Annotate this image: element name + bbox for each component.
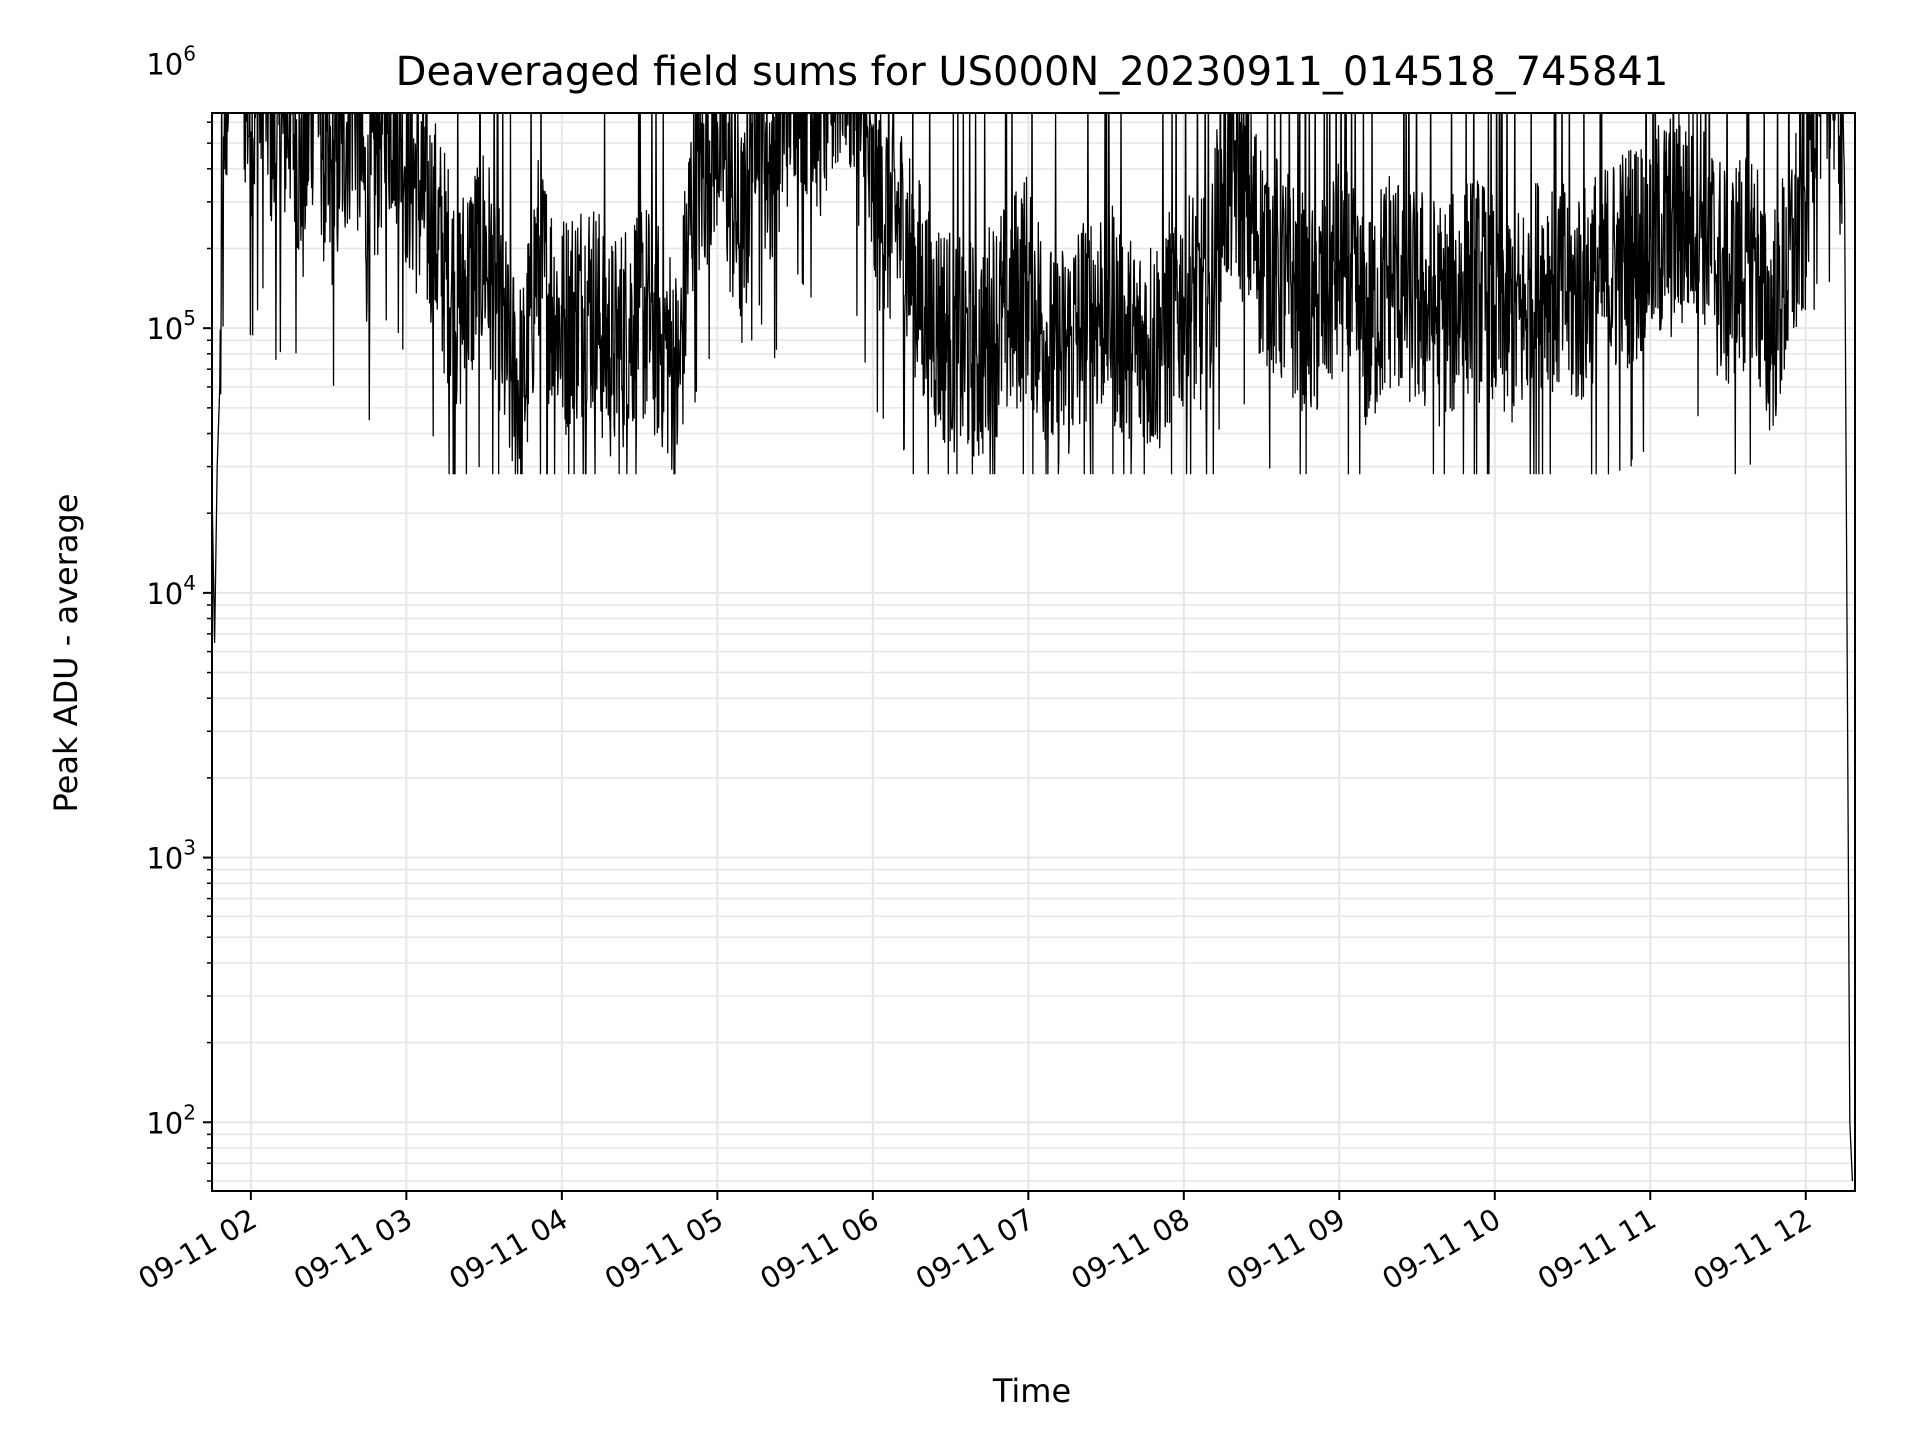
- series-layer: [212, 113, 1854, 1182]
- grid: [212, 113, 1855, 1191]
- x-axis-title: Time: [992, 1372, 1071, 1410]
- series-line: [212, 113, 1854, 1182]
- chart-title: Deaveraged field sums for US000N_2023091…: [396, 49, 1669, 95]
- y-axis-title: Peak ADU - average: [47, 494, 85, 813]
